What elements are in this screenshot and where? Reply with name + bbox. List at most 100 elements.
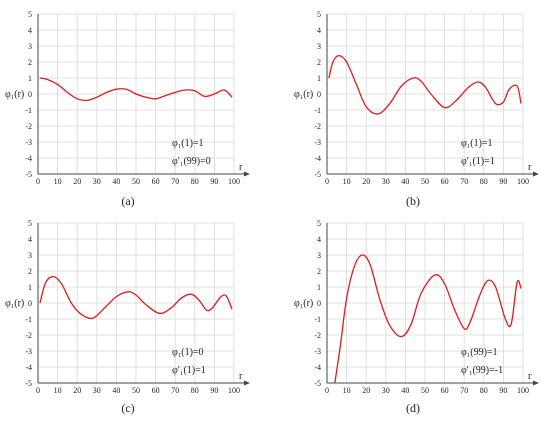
annotation-1: φ₁(1)=0 — [172, 347, 204, 358]
panel-label: (a) — [121, 194, 134, 208]
x-tick-label: 80 — [480, 386, 488, 395]
y-tick-label: 0 — [28, 299, 32, 308]
x-tick-label: 0 — [325, 177, 329, 186]
y-tick-label: 2 — [28, 58, 32, 67]
y-axis-label: φ₁(r) — [5, 89, 24, 100]
annotation-1: φ₁(1)=1 — [461, 138, 493, 149]
y-tick-label: 4 — [28, 235, 32, 244]
y-tick-label: -3 — [25, 347, 32, 356]
y-tick-label: 1 — [28, 74, 32, 83]
annotation-2: φ′₁(1)=1 — [172, 365, 206, 376]
x-axis-label: r — [239, 371, 243, 382]
annotation-2: φ′₁(99)=-1 — [461, 365, 503, 376]
y-tick-label: -2 — [25, 331, 32, 340]
y-tick-label: 0 — [317, 299, 321, 308]
x-tick-label: 50 — [421, 177, 429, 186]
x-axis-label: r — [528, 162, 532, 173]
x-tick-label: 50 — [421, 386, 429, 395]
y-tick-label: 0 — [317, 90, 321, 99]
y-tick-label: 2 — [28, 267, 32, 276]
x-tick-label: 10 — [54, 177, 62, 186]
x-tick-label: 60 — [152, 177, 160, 186]
series-line-1 — [39, 275, 233, 320]
y-tick-label: -3 — [314, 347, 321, 356]
x-tick-label: 60 — [441, 177, 449, 186]
y-tick-label: 1 — [317, 283, 321, 292]
x-tick-label: 0 — [325, 386, 329, 395]
x-axis-arrow — [244, 380, 250, 386]
y-tick-label: 3 — [317, 251, 321, 260]
x-tick-label: 100 — [517, 177, 529, 186]
y-tick-label: -4 — [25, 154, 32, 163]
series-line-1 — [39, 77, 233, 102]
y-tick-label: 4 — [28, 26, 32, 35]
x-tick-label: 80 — [191, 386, 199, 395]
y-tick-label: -4 — [25, 363, 32, 372]
y-tick-label: 5 — [317, 219, 321, 228]
y-tick-label: -5 — [314, 170, 321, 179]
x-tick-label: 100 — [228, 177, 240, 186]
x-tick-label: 50 — [132, 177, 140, 186]
x-tick-label: 40 — [112, 177, 120, 186]
y-tick-label: -5 — [314, 379, 321, 388]
y-tick-label: 5 — [317, 10, 321, 19]
x-axis-arrow — [533, 171, 539, 177]
x-tick-label: 30 — [93, 386, 101, 395]
x-axis-label: r — [528, 371, 532, 382]
y-axis-label: φ₁(r) — [294, 89, 313, 100]
x-tick-label: 20 — [362, 177, 370, 186]
x-tick-label: 60 — [441, 386, 449, 395]
y-tick-label: 0 — [28, 90, 32, 99]
x-tick-label: 70 — [171, 177, 179, 186]
x-tick-label: 70 — [171, 386, 179, 395]
panel-label: (d) — [406, 401, 420, 415]
y-tick-label: 2 — [317, 267, 321, 276]
y-tick-label: -1 — [25, 106, 32, 115]
y-tick-label: 4 — [317, 235, 321, 244]
x-tick-label: 10 — [54, 386, 62, 395]
annotation-1: φ₁(99)=1 — [461, 347, 498, 358]
x-tick-label: 30 — [93, 177, 101, 186]
y-tick-label: -2 — [314, 122, 321, 131]
x-tick-label: 80 — [191, 177, 199, 186]
x-tick-label: 100 — [228, 386, 240, 395]
annotation-2: φ′₁(1)=1 — [461, 156, 495, 167]
x-tick-label: 0 — [36, 386, 40, 395]
y-tick-label: -3 — [314, 138, 321, 147]
x-tick-label: 90 — [210, 177, 218, 186]
y-axis-label: φ₁(r) — [294, 298, 313, 309]
x-tick-label: 90 — [210, 386, 218, 395]
x-axis-label: r — [239, 162, 243, 173]
panel-label: (c) — [121, 401, 134, 415]
x-tick-label: 20 — [73, 177, 81, 186]
x-tick-label: 100 — [517, 386, 529, 395]
x-tick-label: 40 — [401, 386, 409, 395]
x-tick-label: 70 — [460, 386, 468, 395]
x-tick-label: 10 — [343, 177, 351, 186]
y-tick-label: -1 — [25, 315, 32, 324]
panel-label: (b) — [406, 194, 420, 208]
x-tick-label: 30 — [382, 386, 390, 395]
x-tick-label: 90 — [499, 386, 507, 395]
y-tick-label: 3 — [317, 42, 321, 51]
x-tick-label: 50 — [132, 386, 140, 395]
y-tick-label: -4 — [314, 154, 321, 163]
annotation-2: φ′₁(99)=0 — [172, 156, 211, 167]
x-tick-label: 90 — [499, 177, 507, 186]
y-axis-label: φ₁(r) — [5, 298, 24, 309]
x-tick-label: 20 — [362, 386, 370, 395]
x-tick-label: 40 — [112, 386, 120, 395]
x-axis-arrow — [244, 171, 250, 177]
y-tick-label: -3 — [25, 138, 32, 147]
series-line-1 — [334, 254, 522, 384]
y-tick-label: 1 — [317, 74, 321, 83]
x-tick-label: 30 — [382, 177, 390, 186]
y-tick-label: -5 — [25, 379, 32, 388]
x-tick-label: 80 — [480, 177, 488, 186]
series-line-1 — [328, 54, 522, 115]
